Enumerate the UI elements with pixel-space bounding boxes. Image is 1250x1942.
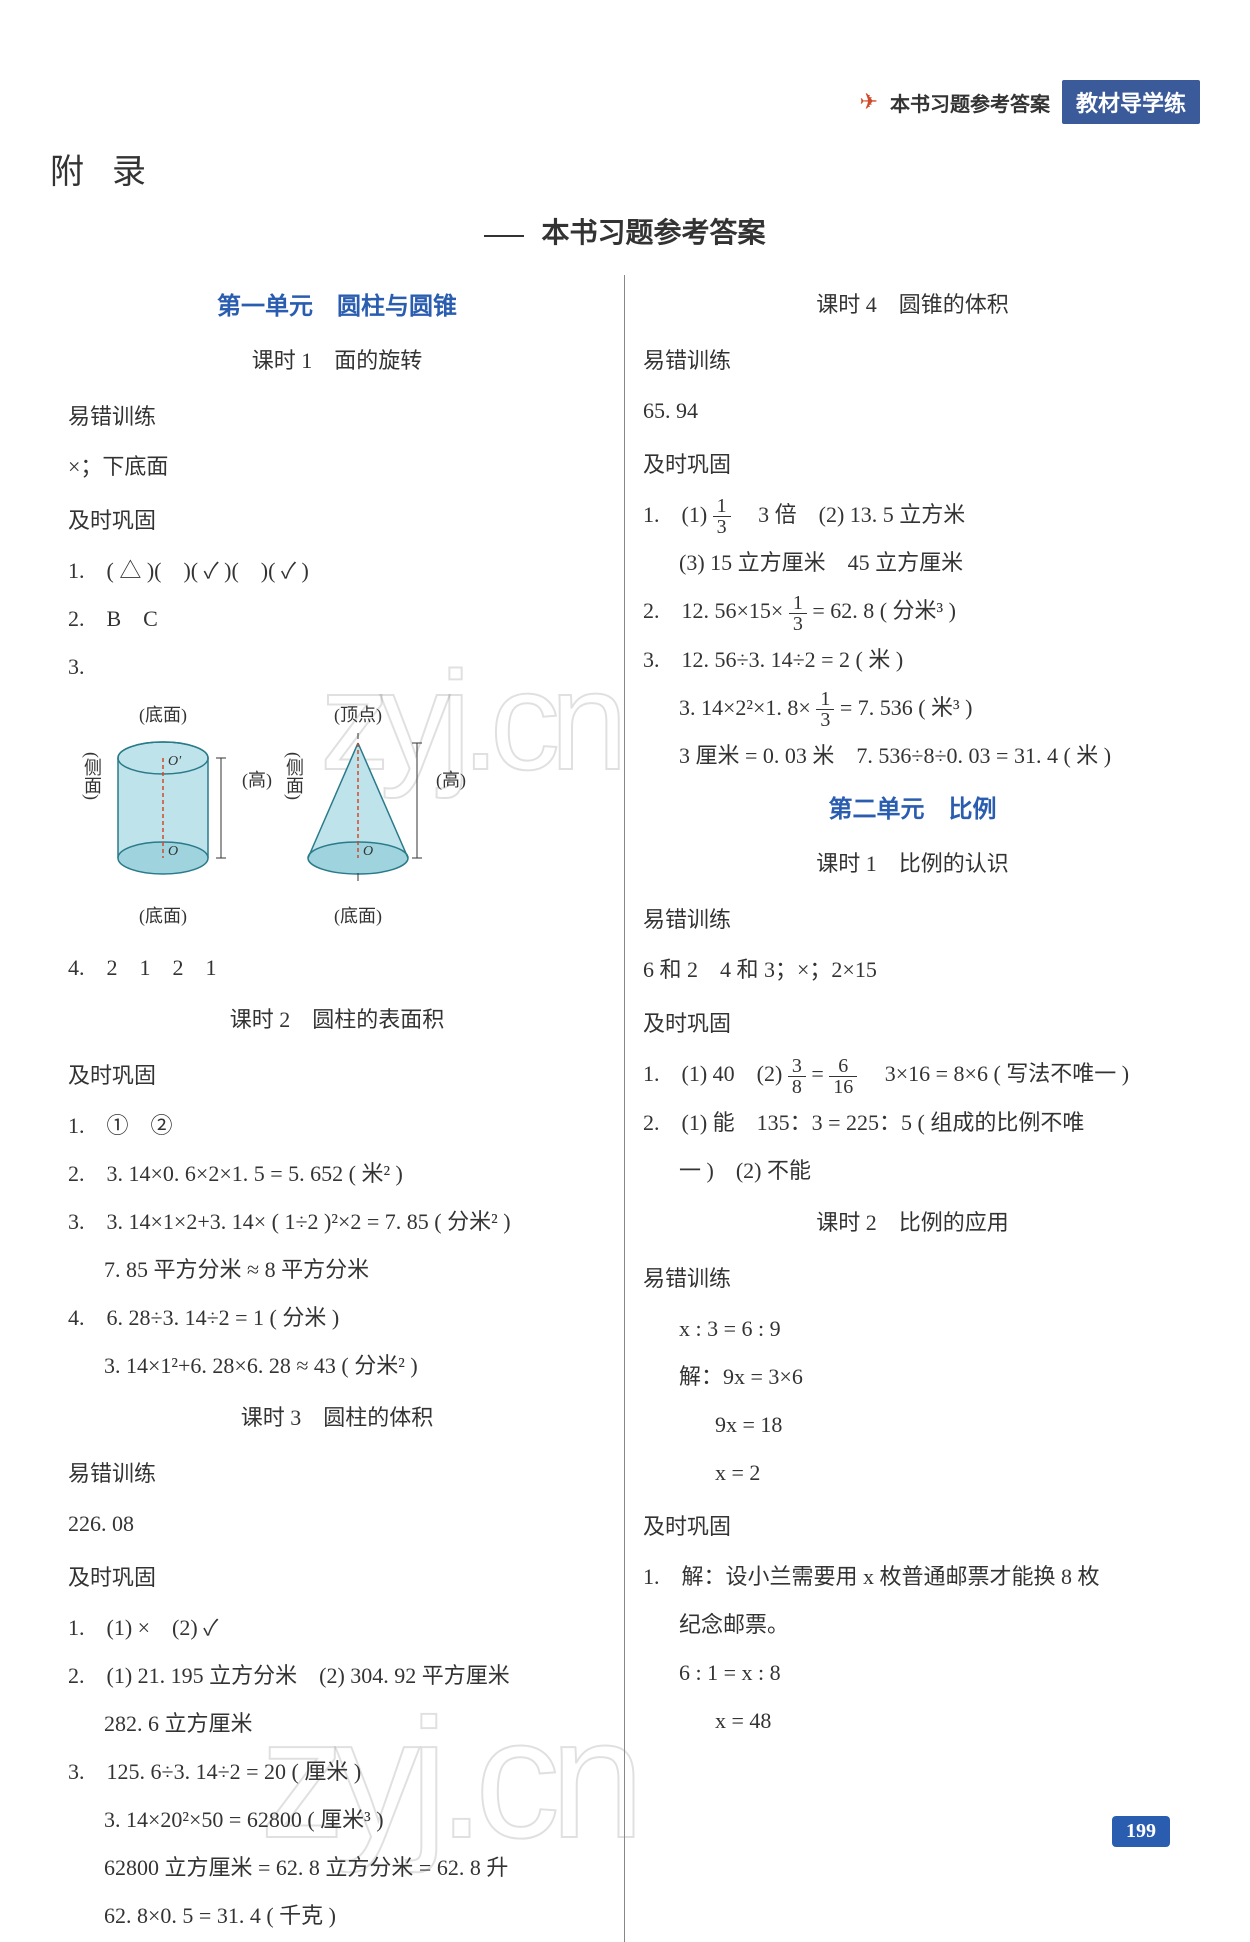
header: ✈ 本书习题参考答案 教材导学练 xyxy=(50,80,1200,124)
cylinder-diagram: (底面) O′ O (侧面) (高) (底面) xyxy=(88,697,238,934)
unit1-title: 第一单元 圆柱与圆锥 xyxy=(68,283,606,331)
u2l2-err1: x : 3 = 6 : 9 xyxy=(643,1307,1182,1351)
l4-q1b: 3 倍 (2) 13. 5 立方米 xyxy=(736,502,965,527)
u2l1-q2: 2. (1) 能 135：3 = 225：5 ( 组成的比例不唯 xyxy=(643,1101,1182,1145)
content-columns: 第一单元 圆柱与圆锥 课时 1 面的旋转 易错训练 ×；下底面 及时巩固 1. … xyxy=(50,275,1200,1942)
consol-label-3: 及时巩固 xyxy=(68,1556,606,1600)
easy-error-label-5: 易错训练 xyxy=(643,898,1182,942)
frac-1-3-c: 13 xyxy=(816,689,834,730)
l3-q1: 1. (1) × (2) ✓ xyxy=(68,1606,606,1650)
consol-label-1: 及时巩固 xyxy=(68,499,606,543)
l4-q1: 1. (1) 13 3 倍 (2) 13. 5 立方米 xyxy=(643,493,1182,537)
l3-q3d: 62. 8×0. 5 = 31. 4 ( 千克 ) xyxy=(68,1894,606,1938)
l2-q3: 3. 3. 14×1×2+3. 14× ( 1÷2 )²×2 = 7. 85 (… xyxy=(68,1200,606,1244)
l4-q1a: 1. (1) xyxy=(643,502,707,527)
l3-q2: 2. (1) 21. 195 立方分米 (2) 304. 92 平方厘米 xyxy=(68,1654,606,1698)
main-title: 本书习题参考答案 xyxy=(50,211,1200,251)
l2-q2: 2. 3. 14×0. 6×2×1. 5 = 5. 652 ( 米² ) xyxy=(68,1152,606,1196)
cylinder-svg: O′ O xyxy=(88,733,238,883)
unit2-title: 第二单元 比例 xyxy=(643,786,1182,834)
cone-side-label: (侧面) xyxy=(276,752,312,800)
l3-q3c: 62800 立方厘米 = 62. 8 立方分米 = 62. 8 升 xyxy=(68,1846,606,1890)
consol-label-6: 及时巩固 xyxy=(643,1505,1182,1549)
l3-q2b: 282. 6 立方厘米 xyxy=(68,1702,606,1746)
u2l1-err: 6 和 2 4 和 3；×；2×15 xyxy=(643,948,1182,992)
u2l1-q1a: 1. (1) 40 (2) xyxy=(643,1061,782,1086)
easy-error-label: 易错训练 xyxy=(68,395,606,439)
cyl-top-label: (底面) xyxy=(88,697,238,733)
main-title-text: 本书习题参考答案 xyxy=(541,218,765,249)
l3-q3b: 3. 14×20²×50 = 62800 ( 厘米³ ) xyxy=(68,1798,606,1842)
lesson4-title: 课时 4 圆锥的体积 xyxy=(643,283,1182,327)
u2l2-err2: 解：9x = 3×6 xyxy=(643,1355,1182,1399)
lesson1-title: 课时 1 面的旋转 xyxy=(68,339,606,383)
cone-height-label: (高) xyxy=(436,762,466,798)
cone-bottom-label: (底面) xyxy=(278,898,438,934)
l4-err: 65. 94 xyxy=(643,389,1182,433)
u2l1-q1b: 3×16 = 8×6 ( 写法不唯一 ) xyxy=(863,1061,1129,1086)
u2l2-q1b: 纪念邮票。 xyxy=(643,1603,1182,1647)
cone-diagram: (顶点) O (侧面) (高) (底面) xyxy=(278,697,438,934)
cyl-height-label: (高) xyxy=(242,762,272,798)
lesson3-title: 课时 3 圆柱的体积 xyxy=(68,1396,606,1440)
l4-q1c: (3) 15 立方厘米 45 立方厘米 xyxy=(643,541,1182,585)
svg-text:O: O xyxy=(363,844,373,859)
u2l2-q1: 1. 解：设小兰需要用 x 枚普通邮票才能换 8 枚 xyxy=(643,1555,1182,1599)
series-badge: 教材导学练 xyxy=(1062,80,1200,124)
u2l2-err4: x = 2 xyxy=(643,1451,1182,1495)
l3-err: 226. 08 xyxy=(68,1502,606,1546)
lesson1b-title: 课时 1 比例的认识 xyxy=(643,842,1182,886)
header-subtitle: 本书习题参考答案 xyxy=(890,88,1050,117)
l4-q3: 3. 12. 56÷3. 14÷2 = 2 ( 米 ) xyxy=(643,638,1182,682)
l3-q3: 3. 125. 6÷3. 14÷2 = 20 ( 厘米 ) xyxy=(68,1750,606,1794)
consol-label-4: 及时巩固 xyxy=(643,443,1182,487)
svg-text:O: O xyxy=(168,844,178,859)
l4-q3b: 3. 14×2²×1. 8× 13 = 7. 536 ( 米³ ) xyxy=(643,686,1182,730)
l4-q3c: 3 厘米 = 0. 03 米 7. 536÷8÷0. 03 = 31. 4 ( … xyxy=(643,734,1182,778)
plane-icon: ✈ xyxy=(860,89,878,115)
u2l2-q1d: x = 48 xyxy=(643,1699,1182,1743)
l4-q2a: 2. 12. 56×15× xyxy=(643,598,783,623)
l1-error-answer: ×；下底面 xyxy=(68,445,606,489)
frac-1-3-b: 13 xyxy=(789,593,807,634)
l2-q3b: 7. 85 平方分米 ≈ 8 平方分米 xyxy=(68,1248,606,1292)
cyl-bottom-label: (底面) xyxy=(88,898,238,934)
title-dash xyxy=(484,235,524,237)
lesson2-title: 课时 2 圆柱的表面积 xyxy=(68,998,606,1042)
frac-6-16: 616 xyxy=(829,1056,857,1097)
l4-q3b-a: 3. 14×2²×1. 8× xyxy=(679,695,811,720)
l2-q4: 4. 6. 28÷3. 14÷2 = 1 ( 分米 ) xyxy=(68,1296,606,1340)
l1-q3: 3. xyxy=(68,645,606,689)
right-column: 课时 4 圆锥的体积 易错训练 65. 94 及时巩固 1. (1) 13 3 … xyxy=(625,275,1200,1942)
diagram-row: (底面) O′ O (侧面) (高) (底面) xyxy=(88,697,606,934)
lesson2b-title: 课时 2 比例的应用 xyxy=(643,1201,1182,1245)
u2l2-err3: 9x = 18 xyxy=(643,1403,1182,1447)
easy-error-label-3: 易错训练 xyxy=(68,1452,606,1496)
frac-3-8: 38 xyxy=(788,1056,806,1097)
svg-text:O′: O′ xyxy=(168,754,182,769)
l4-q2b: = 62. 8 ( 分米³ ) xyxy=(812,598,956,623)
cone-top-label: (顶点) xyxy=(278,697,438,733)
cyl-side-label: (侧面) xyxy=(74,752,110,800)
l2-q1: 1. ① ② xyxy=(68,1104,606,1148)
l1-q4: 4. 2 1 2 1 xyxy=(68,946,606,990)
consol-label-5: 及时巩固 xyxy=(643,1002,1182,1046)
frac-1-3-a: 13 xyxy=(713,496,731,537)
l4-q2: 2. 12. 56×15× 13 = 62. 8 ( 分米³ ) xyxy=(643,589,1182,633)
eq-sign: = xyxy=(811,1061,829,1086)
l1-q1: 1. ( △ )( )( ✓ )( )( ✓ ) xyxy=(68,549,606,593)
l2-q4b: 3. 14×1²+6. 28×6. 28 ≈ 43 ( 分米² ) xyxy=(68,1344,606,1388)
consol-label-2: 及时巩固 xyxy=(68,1054,606,1098)
easy-error-label-6: 易错训练 xyxy=(643,1257,1182,1301)
u2l2-q1c: 6 : 1 = x : 8 xyxy=(643,1651,1182,1695)
left-column: 第一单元 圆柱与圆锥 课时 1 面的旋转 易错训练 ×；下底面 及时巩固 1. … xyxy=(50,275,625,1942)
l1-q2: 2. B C xyxy=(68,597,606,641)
appendix-label: 附录 xyxy=(50,144,1200,193)
l4-q3b-b: = 7. 536 ( 米³ ) xyxy=(840,695,973,720)
easy-error-label-4: 易错训练 xyxy=(643,339,1182,383)
u2l1-q1: 1. (1) 40 (2) 38 = 616 3×16 = 8×6 ( 写法不唯… xyxy=(643,1052,1182,1096)
u2l1-q2b: 一 ) (2) 不能 xyxy=(643,1149,1182,1193)
